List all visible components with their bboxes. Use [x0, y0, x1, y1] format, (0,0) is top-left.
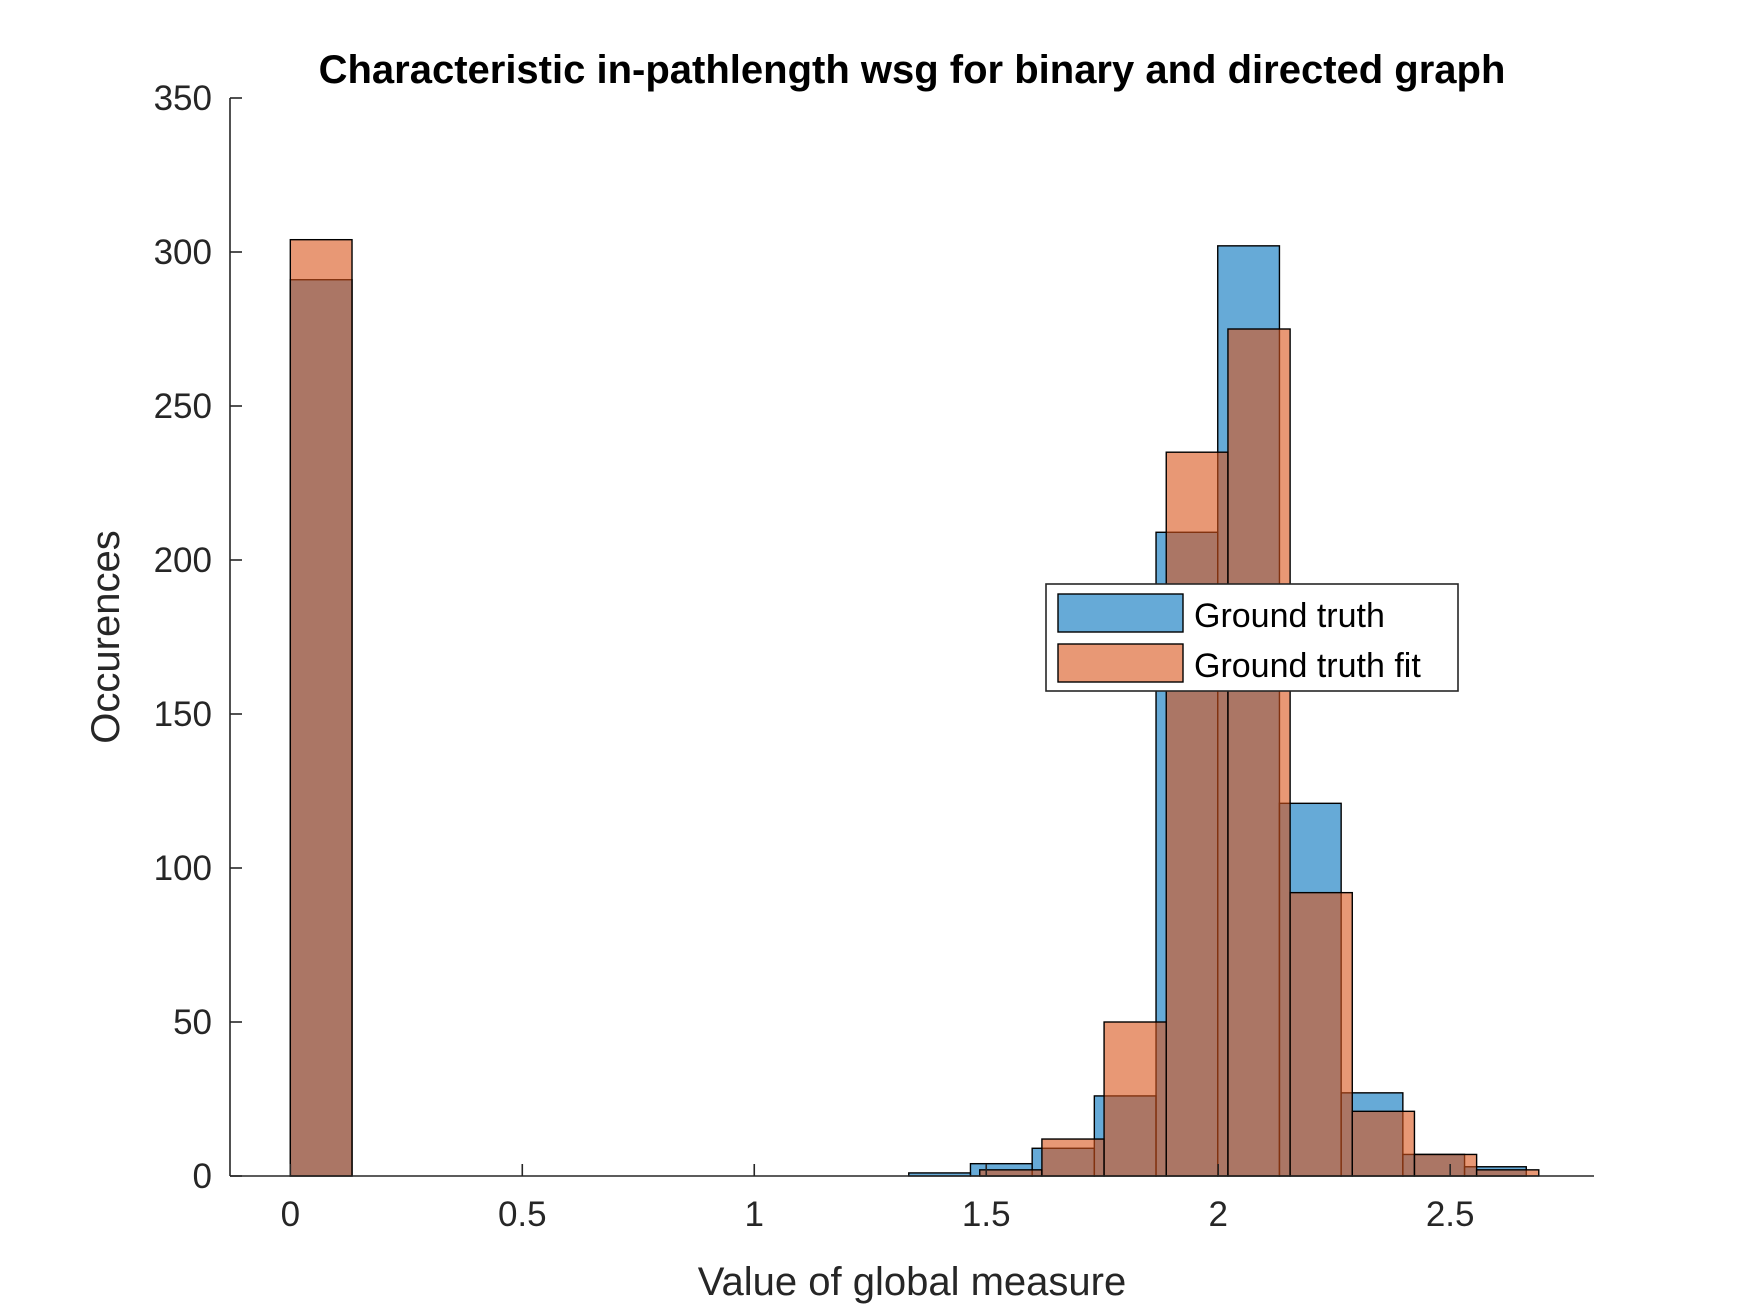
- axes-frame: [229, 98, 1594, 1177]
- legend-swatch-ground-truth-fit: [1057, 643, 1184, 683]
- chart-title: Characteristic in-pathlength wsg for bin…: [319, 48, 1506, 92]
- bar-ground-truth-fit-3: [1103, 1021, 1167, 1177]
- y-axis-ticks: 0 50 100 150 200 250 300 350: [154, 79, 242, 1196]
- x-tick-label: 2: [1208, 1195, 1227, 1234]
- bar-ground-truth-fit-4: [1165, 451, 1229, 1177]
- x-tick-label: 1: [745, 1195, 764, 1234]
- y-tick-label: 0: [193, 1157, 212, 1196]
- y-axis-label: Occurences: [84, 530, 128, 743]
- legend-label-ground-truth-fit: Ground truth fit: [1194, 647, 1421, 685]
- x-axis-label: Value of global measure: [698, 1260, 1126, 1304]
- y-tick-label: 200: [154, 541, 212, 580]
- y-tick-label: 350: [154, 79, 212, 118]
- legend: Ground truth Ground truth fit: [1045, 583, 1459, 692]
- x-tick-label: 0: [281, 1195, 300, 1234]
- x-tick-label: 1.5: [962, 1195, 1011, 1234]
- bar-ground-truth-fit-0: [289, 238, 353, 1177]
- bar-ground-truth-fit-6: [1289, 891, 1353, 1177]
- bar-ground-truth-fit-8: [1413, 1153, 1478, 1177]
- bar-ground-truth-fit-2: [1041, 1138, 1105, 1177]
- legend-label-ground-truth: Ground truth: [1194, 597, 1385, 635]
- legend-swatch-ground-truth: [1057, 593, 1184, 633]
- x-tick-label: 2.5: [1426, 1195, 1475, 1234]
- series-ground-truth-fit: [289, 238, 1540, 1177]
- y-tick-label: 100: [154, 849, 212, 888]
- y-tick-label: 50: [173, 1003, 212, 1042]
- x-tick-label: 0.5: [498, 1195, 547, 1234]
- bar-ground-truth-fit-9: [1475, 1169, 1540, 1177]
- y-tick-label: 150: [154, 695, 212, 734]
- y-tick-label: 300: [154, 233, 212, 272]
- histogram-bars: [289, 238, 1540, 1177]
- bar-ground-truth-fit-1: [979, 1169, 1043, 1177]
- bar-ground-truth-fit-7: [1351, 1110, 1416, 1177]
- x-axis-ticks: 0 0.5 1 1.5 2 2.5: [281, 1164, 1475, 1234]
- bar-ground-truth-fit-5: [1227, 328, 1291, 1177]
- y-tick-label: 250: [154, 387, 212, 426]
